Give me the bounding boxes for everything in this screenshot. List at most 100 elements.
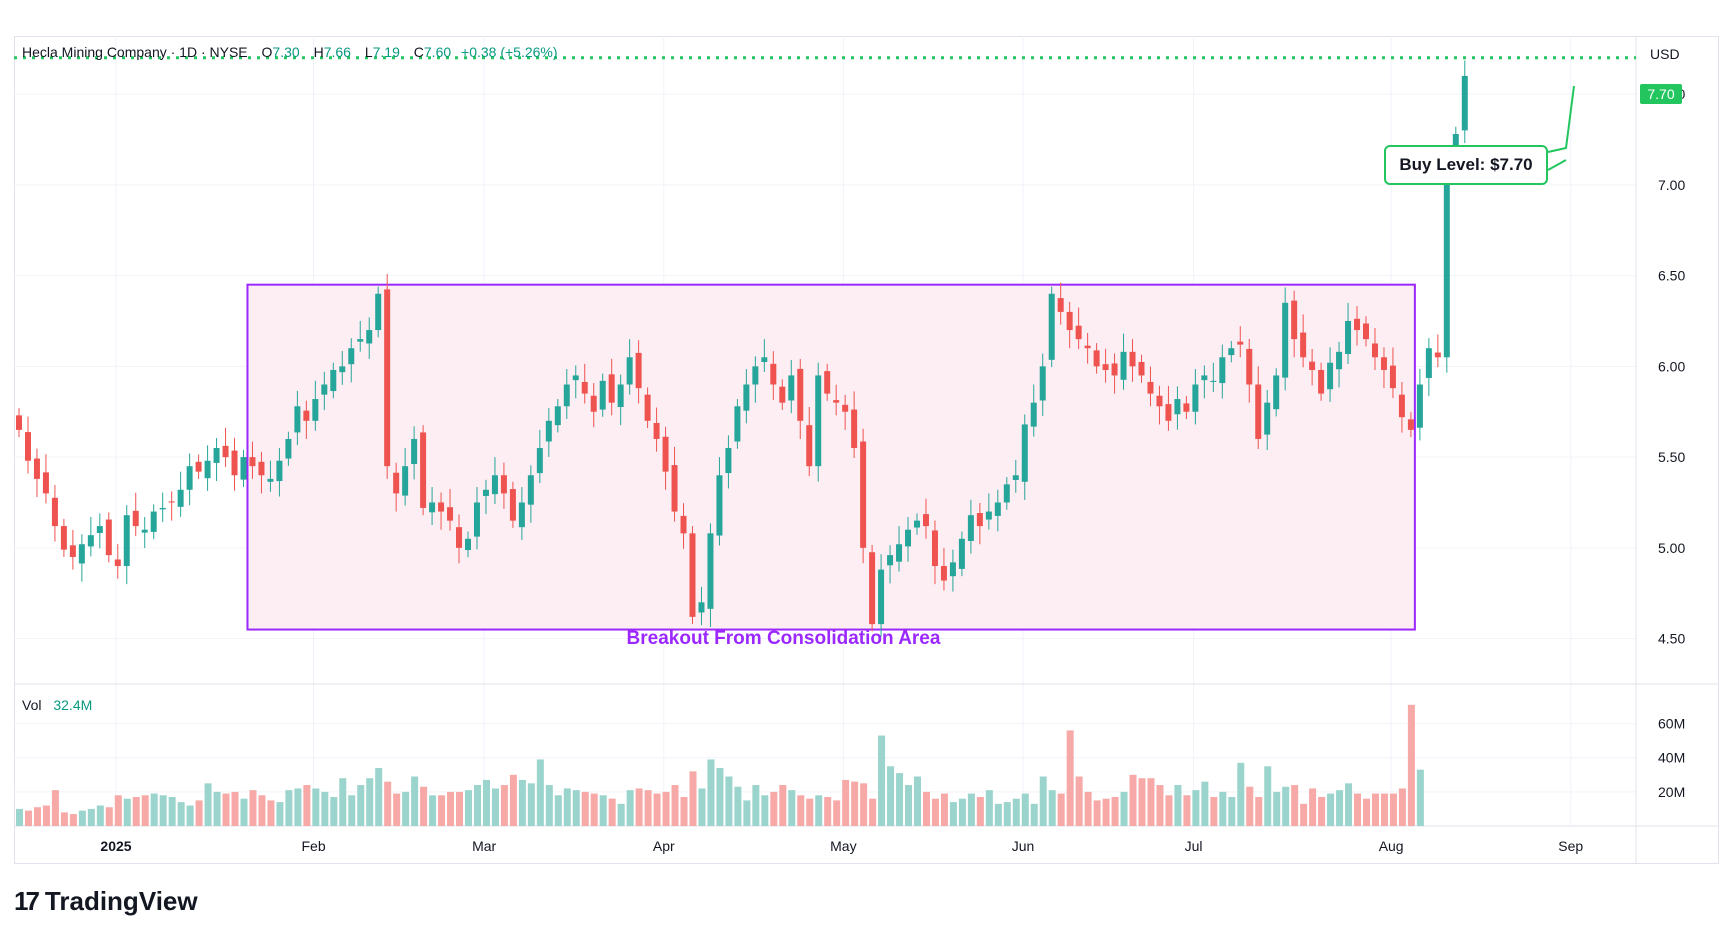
volume-bar: [653, 793, 661, 826]
volume-bar: [860, 783, 868, 826]
volume-bar: [1021, 793, 1029, 826]
volume-bar: [1219, 791, 1227, 826]
candle-body: [878, 569, 885, 625]
volume-bar: [366, 778, 374, 826]
volume-bar: [24, 810, 32, 826]
candle-body: [1156, 395, 1163, 407]
volume-bar: [213, 791, 221, 826]
candle-body: [500, 475, 507, 494]
candle-body: [491, 475, 498, 495]
candle-body: [914, 520, 920, 528]
candle-body: [276, 460, 283, 482]
volume-bar: [330, 796, 338, 826]
candle-body: [958, 538, 965, 569]
volume-bar: [1156, 785, 1164, 826]
candle-body: [16, 415, 22, 430]
volume-bar: [1416, 769, 1424, 826]
x-tick-label: Feb: [301, 838, 325, 854]
tradingview-logo[interactable]: 17 TradingView: [14, 886, 198, 917]
y-tick-label: 6.50: [1658, 268, 1685, 284]
volume-bar: [572, 790, 580, 826]
volume-bar: [384, 781, 392, 826]
volume-bar: [1363, 798, 1370, 826]
volume-bar: [869, 798, 877, 826]
volume-bar: [473, 785, 481, 826]
candle-body: [1174, 399, 1181, 415]
volume-bar: [833, 800, 841, 826]
candle-body: [321, 384, 328, 395]
candle-body: [1093, 350, 1100, 367]
open-value: 7.30: [272, 44, 300, 60]
buy-level-pointer: [1547, 85, 1575, 171]
volume-bar: [249, 790, 257, 826]
volume-bar: [1039, 776, 1047, 826]
volume-bar: [770, 791, 778, 826]
candle-body: [1309, 361, 1316, 370]
candle-body: [563, 384, 570, 407]
volume-bar: [1255, 796, 1263, 826]
candle-body: [96, 526, 103, 533]
candle-body: [896, 544, 903, 562]
volume-bar: [500, 785, 508, 826]
candle-body: [1228, 348, 1235, 356]
candle-body: [770, 363, 777, 385]
candle-body: [851, 409, 858, 449]
candle-body: [554, 406, 561, 426]
x-tick-label: Aug: [1379, 838, 1404, 854]
candle-body: [536, 448, 543, 474]
volume-bar: [276, 802, 284, 826]
candle-body: [976, 513, 983, 527]
candle-body: [105, 519, 112, 556]
candle-body: [456, 527, 463, 548]
volume-bar: [976, 796, 984, 826]
volume-bar: [177, 802, 185, 826]
change-value: +0.38 (+5.26%): [461, 44, 558, 60]
volume-bar: [716, 767, 724, 826]
volume-bar: [411, 776, 419, 826]
volume-bar: [1183, 795, 1191, 826]
volume-bar: [1192, 790, 1200, 826]
volume-bar: [824, 796, 832, 826]
volume-bar: [1075, 776, 1083, 826]
volume-bar: [87, 808, 95, 826]
candle-body: [330, 369, 337, 392]
volume-bar: [1264, 766, 1272, 826]
candle-body: [366, 330, 373, 344]
volume-bar: [240, 798, 248, 826]
volume-bar: [1030, 803, 1038, 826]
candle-body: [132, 510, 139, 527]
volume-bar: [788, 790, 796, 826]
candle-body: [114, 559, 121, 567]
candle-body: [402, 466, 409, 496]
candle-body: [869, 552, 876, 625]
candle-body: [967, 515, 974, 541]
volume-bar: [985, 790, 993, 826]
volume-bar: [357, 785, 365, 826]
candle-body: [1147, 381, 1154, 394]
candle-body: [905, 529, 912, 547]
volume-bar: [1237, 762, 1245, 826]
volume-bar: [1147, 778, 1155, 826]
candle-body: [599, 380, 606, 410]
candle-body: [833, 400, 840, 403]
volume-bar: [1327, 793, 1335, 826]
candle-body: [168, 501, 175, 503]
candle-body: [635, 352, 642, 389]
volume-bar: [150, 793, 158, 826]
candle-body: [698, 602, 705, 613]
candle-body: [572, 375, 579, 381]
symbol-title[interactable]: Hecla Mining Company · 1D · NYSE: [22, 44, 248, 60]
volume-bar: [222, 793, 230, 826]
volume-bar: [940, 793, 948, 826]
candle-body: [303, 410, 310, 421]
volume-bar: [420, 786, 428, 826]
volume-bar: [734, 786, 742, 826]
volume-bar: [671, 785, 679, 826]
candle-body: [842, 404, 849, 412]
volume-bar: [563, 788, 571, 826]
currency-label[interactable]: USD: [1650, 46, 1680, 62]
volume-bar: [545, 785, 553, 826]
candle-body: [743, 384, 750, 411]
candle-body: [734, 406, 741, 442]
